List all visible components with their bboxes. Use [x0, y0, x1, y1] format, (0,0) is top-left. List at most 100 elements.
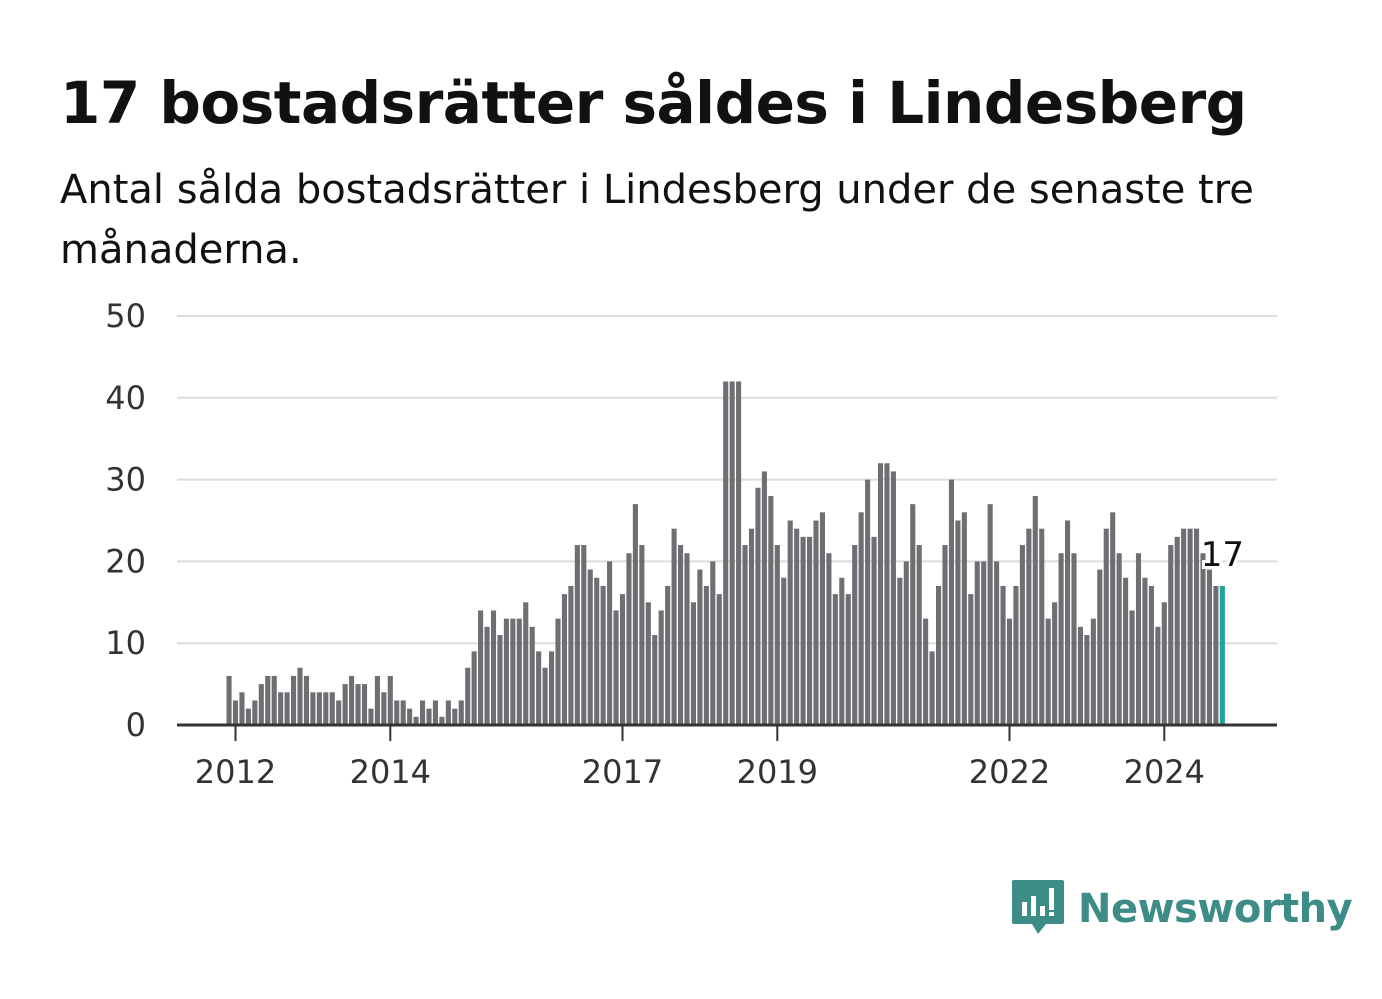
chart-title: 17 bostadsrätter såldes i Lindesberg — [60, 69, 1247, 137]
bar — [471, 651, 477, 725]
bar — [1181, 528, 1187, 725]
bar — [897, 577, 903, 725]
bar — [865, 479, 871, 725]
bar — [716, 594, 722, 725]
bar — [336, 700, 342, 725]
bar — [1135, 553, 1142, 725]
bar — [761, 471, 767, 725]
bar — [574, 545, 580, 725]
y-tick-label: 40 — [105, 379, 146, 417]
y-tick-label: 10 — [105, 624, 146, 662]
bar — [420, 700, 426, 725]
bar — [1206, 569, 1212, 725]
bar — [1013, 585, 1019, 725]
bar — [1194, 528, 1200, 725]
bar — [1077, 626, 1083, 725]
bar — [1142, 577, 1148, 725]
bar — [381, 692, 387, 725]
bar — [497, 635, 503, 725]
bar — [832, 594, 838, 725]
bar — [252, 700, 258, 725]
bar — [684, 553, 690, 725]
bar — [400, 700, 406, 725]
bar — [1097, 569, 1103, 725]
bar — [807, 536, 813, 725]
bar — [781, 577, 787, 725]
bar — [297, 667, 303, 725]
bar — [884, 463, 890, 725]
bar — [961, 512, 967, 725]
bar — [445, 700, 451, 725]
y-axis-ticks: 0 10 20 30 40 50 — [105, 297, 146, 744]
x-tick-label: 2022 — [969, 753, 1050, 791]
bar — [607, 561, 613, 725]
bar — [1065, 520, 1071, 725]
bar — [1155, 626, 1161, 725]
newsworthy-logo-icon — [1012, 880, 1064, 934]
bar — [490, 610, 497, 725]
bar — [1129, 610, 1135, 725]
bar — [787, 520, 793, 725]
bar — [484, 626, 490, 725]
bar — [1058, 553, 1064, 725]
bar — [587, 569, 593, 725]
bar — [987, 504, 993, 725]
bar — [690, 602, 696, 725]
bar — [1213, 585, 1219, 725]
bar — [994, 561, 1000, 725]
bar — [742, 545, 748, 725]
x-axis-ticks: 2012 2014 2017 2019 2022 2024 — [195, 725, 1205, 791]
bar — [710, 561, 716, 725]
bar — [619, 594, 626, 725]
bar — [1110, 512, 1116, 725]
bar — [1071, 553, 1077, 725]
bar — [426, 708, 432, 725]
bar — [310, 692, 316, 725]
bar — [1039, 528, 1045, 725]
bar — [265, 675, 271, 725]
bar — [361, 684, 368, 725]
bar — [594, 577, 600, 725]
bar — [478, 610, 484, 725]
bar — [323, 692, 329, 725]
bar — [1200, 553, 1206, 725]
bar — [697, 569, 703, 725]
bar — [549, 651, 555, 725]
bar — [536, 651, 542, 725]
bar — [652, 635, 658, 725]
bar — [1161, 602, 1167, 725]
bar-highlight — [1219, 585, 1225, 725]
bar — [239, 692, 245, 725]
bar — [852, 545, 858, 725]
bar — [1103, 528, 1109, 725]
bar — [968, 594, 974, 725]
bar — [1052, 602, 1058, 725]
x-tick-label: 2024 — [1124, 753, 1205, 791]
bar — [374, 675, 380, 725]
bar — [1187, 528, 1193, 725]
bar — [1174, 536, 1180, 725]
bar — [813, 520, 819, 725]
highlight-value-label: 17 — [1201, 535, 1244, 575]
bar — [407, 708, 413, 725]
y-tick-label: 20 — [105, 542, 146, 580]
bar — [387, 675, 393, 725]
bars — [226, 381, 1225, 725]
bar — [561, 594, 567, 725]
bar — [929, 651, 935, 725]
bar — [948, 479, 954, 725]
bar — [1045, 618, 1051, 725]
bar — [258, 684, 264, 725]
bar — [774, 545, 780, 725]
bar — [916, 545, 922, 725]
bar — [800, 536, 806, 725]
bar — [1116, 553, 1122, 725]
bar — [342, 684, 348, 725]
x-tick-label: 2012 — [195, 753, 276, 791]
bar — [1032, 495, 1038, 725]
bar — [452, 708, 458, 725]
bar — [245, 708, 251, 725]
bar — [626, 553, 632, 725]
bar — [936, 585, 942, 725]
bar — [1090, 618, 1096, 725]
